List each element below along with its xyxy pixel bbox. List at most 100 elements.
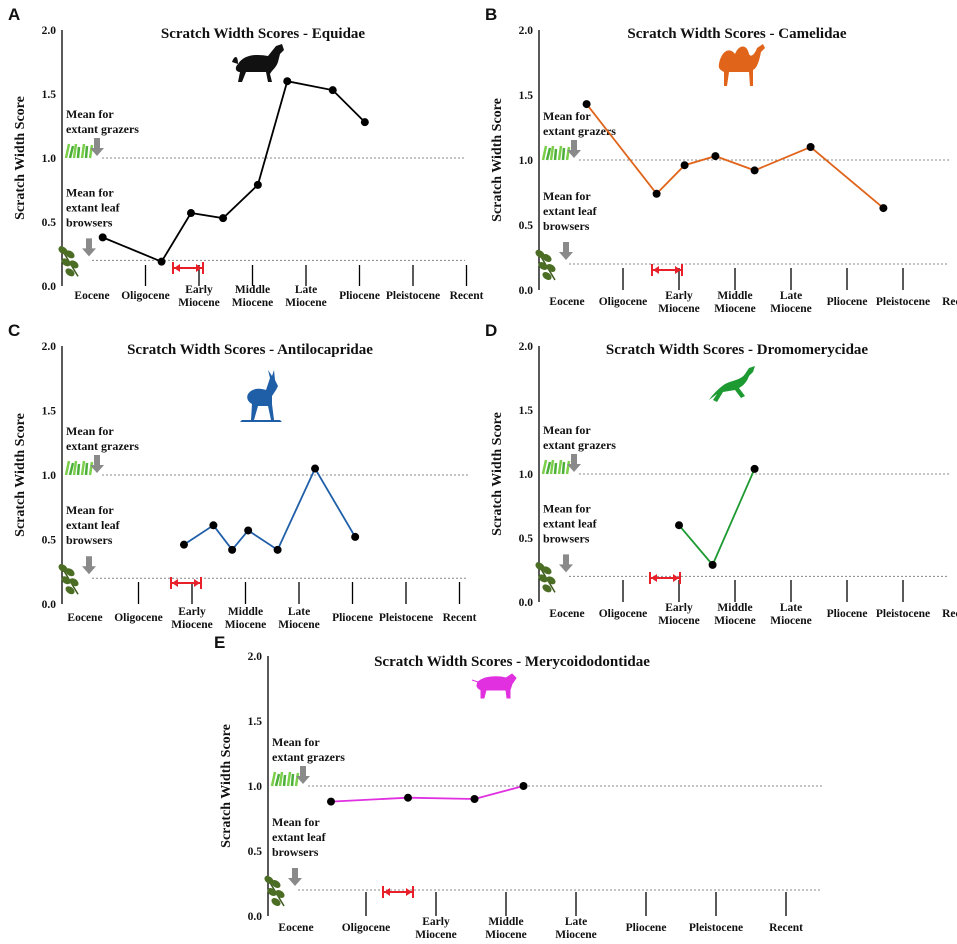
browser-label-line1: Mean for [272,815,320,829]
x-category-label: Early [665,290,693,302]
x-category-label: Middle [228,606,263,618]
grey-down-arrow-icon [90,138,104,156]
browser-label-line2: extant leaf [543,204,598,218]
grass-blade [68,462,75,476]
antelope-base [240,420,282,422]
red-arrow-head-right [196,264,202,272]
grey-down-arrow-icon [296,766,310,784]
grey-down-arrow-icon [82,556,96,575]
x-category-label: Late [295,284,317,296]
panel-letter: E [214,633,225,652]
series-line [102,80,366,263]
y-tick-label: 1.5 [519,405,534,417]
grey-down-arrow-icon [567,140,581,158]
y-axis-label: Scratch Width Score [13,96,28,220]
panel-a: A Scratch Width Scores - Equidae Scratch W… [8,5,484,309]
x-category-label: Miocene [225,619,267,631]
grey-arrow-shape [90,455,104,473]
leaf [61,576,71,585]
x-category-label: Early [185,284,213,296]
leaf [542,254,552,262]
grass-blade [549,145,555,161]
x-category-label: Eocene [278,922,313,934]
x-category-label: Miocene [278,619,320,631]
data-point [351,532,360,541]
grass-icon [270,771,300,787]
chart-title: Scratch Width Scores - Dromomerycidae [606,342,869,358]
grass-blade [80,143,86,159]
grazer-label-line1: Mean for [66,107,114,121]
grass-blade [553,148,558,161]
antelope-icon [240,370,282,422]
antelope-silhouette [247,370,278,420]
leaf [542,272,552,280]
leaf [275,890,285,898]
y-tick-label: 1.5 [42,89,57,101]
y-tick-label: 1.0 [42,470,57,482]
data-point [328,86,337,95]
grass-blade [72,143,78,159]
leaf [538,262,548,270]
grass-blade [84,462,89,476]
data-point [806,143,815,151]
x-category-label: Miocene [658,303,700,315]
grass-blade [561,461,566,475]
series-line [183,466,356,552]
grey-down-arrow-icon [90,455,104,473]
panel-e: E Scratch Width Scores - Merycoidodontida… [214,633,822,941]
data-point [244,526,253,535]
x-category-label: Miocene [171,619,213,631]
x-category-label: Pleistocene [386,290,440,302]
y-tick-label: 1.0 [42,153,57,165]
x-category-label: Late [780,290,802,302]
data-point [98,233,107,242]
leaf [65,586,75,595]
x-category-label: Pliocene [827,608,868,620]
data-point [219,214,228,223]
browser-label-line1: Mean for [543,189,591,203]
red-arrow-head-right [673,574,679,582]
x-category-label: Miocene [770,615,812,627]
leaf [65,568,75,577]
grey-down-arrow-icon [82,238,96,257]
y-tick-label: 0.0 [248,911,263,923]
data-point [273,545,282,554]
x-category-label: Miocene [232,297,274,309]
grass-blade [561,147,566,161]
x-category-label: Miocene [485,929,527,941]
x-category-label: Pleistocene [876,296,930,308]
y-tick-label: 0.0 [519,285,534,297]
y-tick-label: 0.5 [42,535,57,547]
data-point [750,166,759,175]
data-point [708,560,717,569]
leaf [546,264,556,272]
red-arrow-head-left [384,888,390,896]
leaf [542,584,552,593]
red-arrow-head-left [174,264,180,272]
leaf [58,246,68,255]
browser-label-line1: Mean for [543,501,591,515]
chart-title: Scratch Width Scores - Merycoidodontidae [374,654,650,670]
x-category-label: Miocene [714,303,756,315]
data-point [228,545,237,554]
chart-title: Scratch Width Scores - Camelidae [627,26,846,42]
panel-c: C Scratch Width Scores - Antilocapridae Sc… [8,321,477,631]
red-double-arrow-icon [649,572,681,584]
grass-blade [88,144,94,159]
grass-icon [541,145,571,161]
leaf [264,876,274,884]
x-category-label: Pliocene [626,922,667,934]
x-category-label: Miocene [285,297,327,309]
leaf [546,576,556,585]
grazer-label-line1: Mean for [543,109,591,123]
leaf [542,566,552,575]
browser-label-line2: extant leaf [272,830,327,844]
x-category-label: Miocene [415,929,457,941]
grey-down-arrow-icon [559,242,573,260]
grass-blade [290,773,295,787]
x-category-label: Recent [769,922,803,934]
x-category-label: Miocene [658,615,700,627]
grazer-label-line1: Mean for [543,423,591,437]
x-category-label: Miocene [555,929,597,941]
leaf [69,260,79,269]
